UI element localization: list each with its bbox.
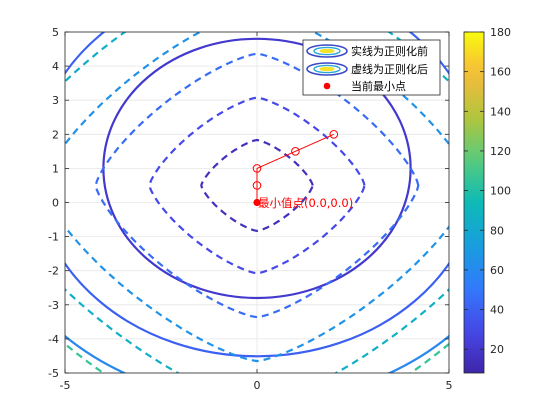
legend-marker-minimum [323, 82, 331, 90]
legend-label-solid: 实线为正则化前 [351, 44, 428, 58]
descent-path [252, 130, 339, 207]
legend: 实线为正则化前 虚线为正则化后 当前最小点 [302, 39, 441, 96]
y-tick-label: -5 [48, 367, 59, 380]
colorbar-tick-label: 160 [490, 66, 511, 79]
colorbar-ticks: 20 40 60 80 100 120 140 160 180 [464, 26, 511, 356]
path-point [252, 164, 262, 173]
legend-icon-dashed [306, 62, 348, 76]
legend-icon-solid [306, 44, 348, 58]
path-point [291, 147, 300, 156]
y-tick-label: -2 [48, 265, 59, 278]
y-tick-label: 5 [52, 26, 59, 39]
path-point [252, 181, 262, 190]
x-tick-label: -5 [60, 379, 71, 392]
y-tick-label: 0 [52, 197, 59, 210]
colorbar-tick-label: 180 [490, 26, 511, 39]
colorbar-tick-label: 140 [490, 105, 511, 118]
y-tick-label: -1 [48, 231, 59, 244]
minimum-point [253, 198, 261, 207]
legend-label-minimum: 当前最小点 [351, 79, 406, 93]
colorbar-tick-label: 40 [490, 304, 504, 317]
colorbar [463, 31, 485, 374]
colorbar-tick-label: 60 [490, 264, 504, 277]
x-tick-label: 5 [446, 379, 453, 392]
y-tick-label: 3 [52, 94, 59, 107]
y-tick-label: 2 [52, 128, 59, 141]
colorbar-tick-label: 80 [490, 224, 504, 237]
colorbar-tick-label: 100 [490, 185, 511, 198]
minimum-point-label: 最小值点(0.0,0.0) [258, 196, 353, 210]
path-point [329, 130, 339, 139]
contour-line-dashed [200, 138, 314, 233]
contour-line-dashed [65, 32, 449, 373]
y-tick-label: 1 [52, 162, 59, 175]
axis-ticks: -5 0 5 -5 -4 -3 -2 -1 0 1 2 3 4 5 [48, 26, 452, 392]
contour-line-dashed [148, 96, 366, 275]
contour-line-solid [65, 32, 449, 358]
colorbar-tick-label: 20 [490, 343, 504, 356]
x-tick-label: 0 [254, 379, 261, 392]
y-tick-label: 4 [52, 60, 59, 73]
y-tick-label: -4 [48, 333, 59, 346]
colorbar-tick-label: 120 [490, 145, 511, 158]
path-line [256, 133, 335, 203]
legend-label-dashed: 虚线为正则化后 [351, 62, 428, 76]
y-tick-label: -3 [48, 299, 59, 312]
